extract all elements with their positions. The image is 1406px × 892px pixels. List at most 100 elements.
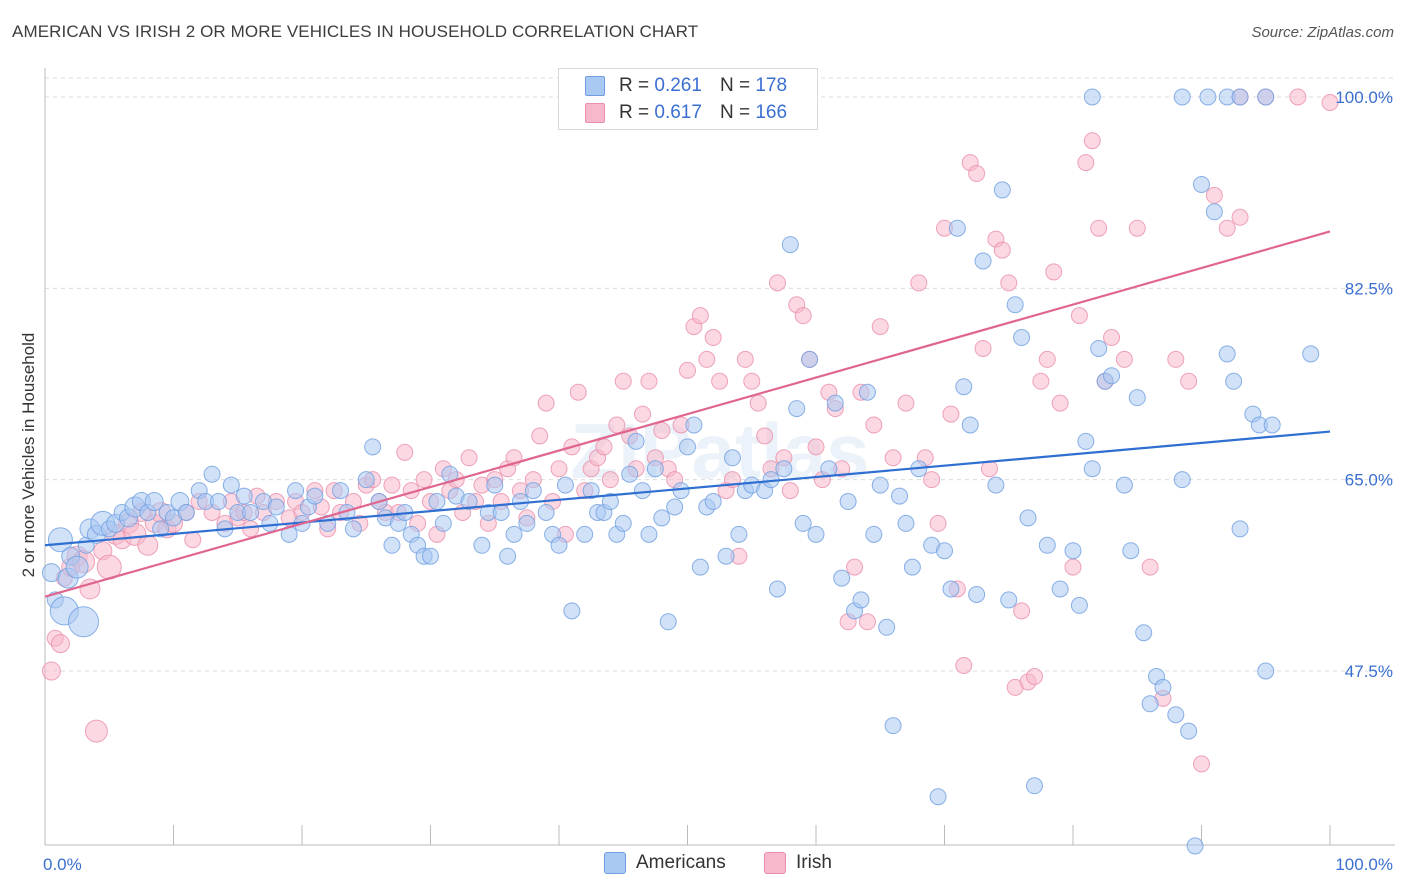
irish-point bbox=[923, 471, 941, 489]
americans-point bbox=[65, 555, 89, 579]
americans-point bbox=[929, 788, 947, 806]
americans-point bbox=[550, 536, 568, 554]
irish-point bbox=[84, 719, 108, 743]
americans-point bbox=[852, 591, 870, 609]
americans-point bbox=[1122, 542, 1140, 560]
americans-point bbox=[144, 492, 164, 512]
irish-point bbox=[698, 350, 716, 368]
legend-item-irish[interactable]: Irish bbox=[764, 852, 832, 874]
americans-point bbox=[267, 498, 285, 516]
americans-point bbox=[1257, 88, 1275, 106]
americans-point bbox=[1083, 460, 1101, 478]
irish-point bbox=[653, 421, 671, 439]
legend-label-americans: Americans bbox=[636, 852, 726, 873]
irish-point bbox=[1289, 88, 1307, 106]
americans-point bbox=[666, 498, 684, 516]
y-tick-label: 100.0% bbox=[1335, 88, 1393, 107]
americans-point bbox=[1231, 88, 1249, 106]
irish-point bbox=[79, 578, 101, 600]
irish-point bbox=[897, 394, 915, 412]
americans-point bbox=[987, 476, 1005, 494]
legend-item-americans[interactable]: Americans bbox=[604, 852, 726, 874]
americans-point bbox=[833, 569, 851, 587]
irish-point bbox=[1115, 350, 1133, 368]
trendlines bbox=[44, 230, 1331, 598]
irish-point bbox=[1090, 219, 1108, 237]
americans-point bbox=[794, 514, 812, 532]
irish-point bbox=[781, 482, 799, 500]
americans-point bbox=[897, 514, 915, 532]
americans-point bbox=[1193, 175, 1210, 193]
americans-point bbox=[68, 606, 100, 638]
americans-point bbox=[781, 236, 799, 254]
irish-point bbox=[531, 427, 549, 445]
americans-point bbox=[993, 181, 1011, 199]
irish-point bbox=[1083, 132, 1101, 150]
irish-trendline bbox=[44, 230, 1331, 598]
americans-point bbox=[730, 525, 748, 543]
irish-point bbox=[1013, 602, 1031, 620]
irish-point bbox=[1077, 154, 1095, 172]
irish-point bbox=[955, 657, 973, 675]
americans-n-label: N = bbox=[719, 75, 751, 96]
irish-point bbox=[537, 394, 555, 412]
americans-point bbox=[942, 580, 960, 598]
americans-point bbox=[775, 460, 793, 478]
americans-point bbox=[826, 394, 844, 412]
americans-point bbox=[492, 503, 510, 521]
americans-point bbox=[865, 525, 883, 543]
americans-point bbox=[576, 525, 594, 543]
irish-legend-swatch bbox=[764, 852, 786, 874]
irish-point bbox=[550, 460, 568, 478]
irish-point bbox=[1025, 667, 1043, 685]
irish-point bbox=[1051, 394, 1069, 412]
americans-n-value: 178 bbox=[755, 75, 788, 96]
americans-point bbox=[332, 482, 350, 500]
americans-point bbox=[1077, 432, 1095, 450]
americans-point bbox=[1128, 389, 1146, 407]
irish-point bbox=[396, 443, 414, 461]
americans-point bbox=[242, 503, 260, 521]
americans-trendline bbox=[44, 430, 1331, 547]
irish-point bbox=[1231, 208, 1249, 226]
irish-point bbox=[614, 372, 632, 390]
y-tick-label: 47.5% bbox=[1345, 662, 1393, 681]
chart-title: AMERICAN VS IRISH 2 OR MORE VEHICLES IN … bbox=[12, 22, 699, 41]
irish-point bbox=[929, 514, 947, 532]
irish-point bbox=[768, 274, 786, 292]
irish-point bbox=[1180, 372, 1198, 390]
irish-point bbox=[569, 383, 587, 401]
americans-point bbox=[357, 471, 375, 489]
americans-point bbox=[807, 525, 825, 543]
americans-point bbox=[1231, 520, 1249, 538]
americans-point bbox=[537, 503, 555, 521]
irish-point bbox=[1167, 350, 1185, 368]
irish-point bbox=[137, 534, 159, 556]
americans-point bbox=[486, 476, 504, 494]
x-tick-label: 100.0% bbox=[1335, 855, 1393, 874]
americans-point bbox=[723, 449, 741, 467]
irish-r-label: R = bbox=[619, 102, 650, 123]
irish-n-label: N = bbox=[719, 102, 751, 123]
americans-r-value: 0.261 bbox=[654, 75, 702, 96]
americans-point bbox=[871, 476, 889, 494]
americans-point bbox=[601, 493, 619, 511]
irish-point bbox=[794, 307, 812, 325]
americans-point bbox=[878, 618, 896, 636]
irish-point bbox=[41, 661, 61, 681]
irish-point bbox=[1000, 274, 1018, 292]
irish-point bbox=[871, 318, 889, 336]
americans-point bbox=[203, 465, 221, 483]
y-axis-label: 2 or more Vehicles in Household bbox=[19, 333, 38, 578]
irish-point bbox=[691, 307, 709, 325]
americans-point bbox=[1013, 329, 1031, 347]
americans-point bbox=[691, 558, 709, 576]
americans-point bbox=[621, 465, 639, 483]
americans-point bbox=[428, 493, 446, 511]
americans-point bbox=[287, 482, 305, 500]
y-tick-label: 82.5% bbox=[1345, 279, 1393, 298]
americans-point bbox=[434, 514, 452, 532]
americans-point bbox=[422, 547, 439, 565]
americans-point bbox=[627, 432, 645, 450]
americans-point bbox=[1205, 203, 1223, 221]
